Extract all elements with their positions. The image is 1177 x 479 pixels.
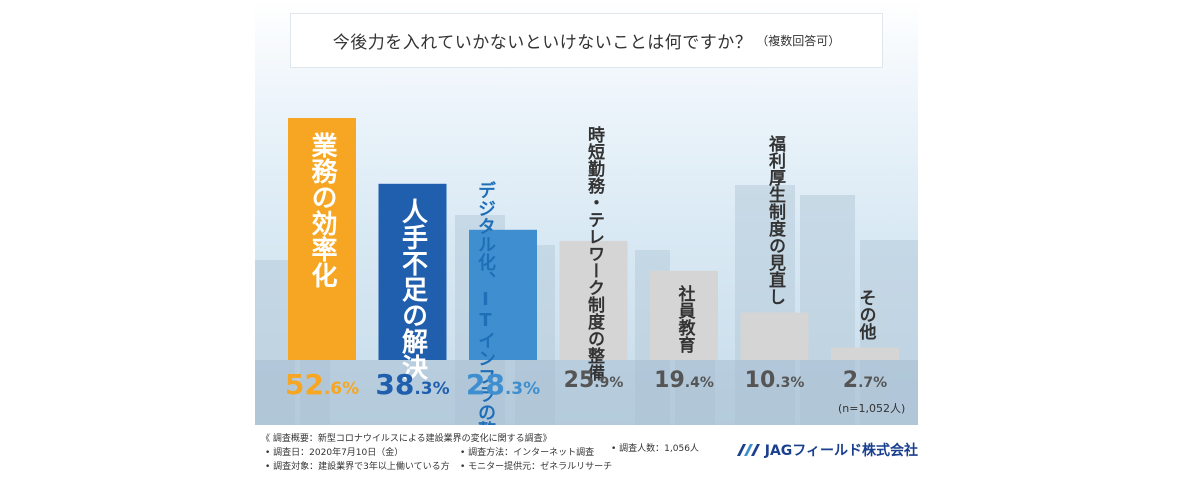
bar-3-label: デジタル化、ITインフラの整備 xyxy=(475,181,496,425)
bar-4-value: 25.9% xyxy=(550,368,638,393)
bar-1-value-dec: .6% xyxy=(323,379,360,399)
bar-3-value: 28.3% xyxy=(459,368,547,401)
survey-count: • 調査人数：1,056人 xyxy=(611,444,699,454)
bar-7-label: その他 xyxy=(855,288,876,340)
bar-1-label: 業務の効率化 xyxy=(307,132,337,288)
bar-7-label-line-1: その他 xyxy=(855,288,876,340)
bar-4-label: 時短勤務・テレワーク制度の整備 xyxy=(584,126,604,382)
bar-2-value-dec: .3% xyxy=(414,379,450,399)
chart-title-note: （複数回答可） xyxy=(756,34,841,48)
bar-2-label: 人手不足の解決 xyxy=(397,197,428,380)
bar-7-value-int: 2 xyxy=(842,368,859,393)
bar-5 xyxy=(650,270,718,360)
bar-3-label-line-1: デジタル化、 xyxy=(475,181,496,290)
bar-6-value-dec: .3% xyxy=(775,375,805,391)
bar-1-value-int: 52 xyxy=(284,368,324,401)
survey-method: • 調査方法：インターネット調査 xyxy=(460,448,595,458)
bar-6-value: 10.3% xyxy=(731,368,819,393)
bar-2-label-line-1: 人手不足の解決 xyxy=(397,197,428,380)
bar-4-value-dec: .9% xyxy=(594,375,624,391)
bar-5-value-dec: .4% xyxy=(684,375,714,391)
bar-3-value-dec: .3% xyxy=(504,379,541,399)
sample-size-note: (n=1,052人) xyxy=(838,402,906,415)
bar-6-label: 福利厚生制度の見直し xyxy=(765,134,785,305)
survey-target: • 調査対象：建設業界で3年以上働いている方 xyxy=(265,462,450,472)
bar-4 xyxy=(559,240,628,360)
jag-logo-icon xyxy=(736,444,760,456)
bar-6-value-int: 10 xyxy=(744,368,776,393)
company-logo: JAGフィールド株式会社 xyxy=(735,440,918,460)
bar-3 xyxy=(469,229,537,360)
bar-1 xyxy=(288,118,356,360)
bar-7-value: 2.7% xyxy=(821,368,909,393)
survey-monitor: • モニター提供元：ゼネラルリサーチ xyxy=(460,462,613,472)
company-name: JAGフィールド株式会社 xyxy=(764,443,918,459)
bar-1-value: 52.6% xyxy=(278,368,366,401)
bar-6-label-line-1: 福利厚生制度の見直し xyxy=(765,134,785,305)
bar-chart xyxy=(288,118,899,360)
survey-date: • 調査日：2020年7月10日（金） xyxy=(265,448,404,458)
bar-3-label-line-3: の整備 xyxy=(475,403,496,425)
bar-2 xyxy=(378,183,447,360)
bar-3-label-line-2: ITインフラ xyxy=(475,289,496,404)
bar-5-label: 社員教育 xyxy=(674,284,695,353)
bar-5-value: 19.4% xyxy=(640,368,728,393)
bar-5-value-int: 19 xyxy=(654,368,685,393)
bar-4-value-int: 25 xyxy=(563,368,595,393)
bar-3-value-int: 28 xyxy=(465,368,505,401)
bar-7 xyxy=(831,347,899,360)
chart-panel: 今後力を入れていかないといけないことは何ですか？ （複数回答可） 業務の効率化 5… xyxy=(255,0,918,425)
chart-title: 今後力を入れていかないといけないことは何ですか？ xyxy=(332,33,753,53)
survey-footer: 《 調査概要：新型コロナウイルスによる建設業界の変化に関する調査》 • 調査日：… xyxy=(255,428,918,479)
title-box: 今後力を入れていかないといけないことは何ですか？ （複数回答可） xyxy=(290,13,883,68)
bar-6 xyxy=(740,312,809,360)
bar-7-value-dec: .7% xyxy=(858,375,888,391)
bar-2-value-int: 38 xyxy=(375,368,415,401)
bar-2-value: 38.3% xyxy=(369,368,457,401)
survey-heading: 《 調査概要：新型コロナウイルスによる建設業界の変化に関する調査》 xyxy=(261,434,552,444)
bar-5-label-line-1: 社員教育 xyxy=(674,284,695,353)
bar-1-label-line-1: 業務の効率化 xyxy=(307,132,337,288)
bar-4-label-line-1: 時短勤務・テレワーク制度の整備 xyxy=(584,126,604,382)
